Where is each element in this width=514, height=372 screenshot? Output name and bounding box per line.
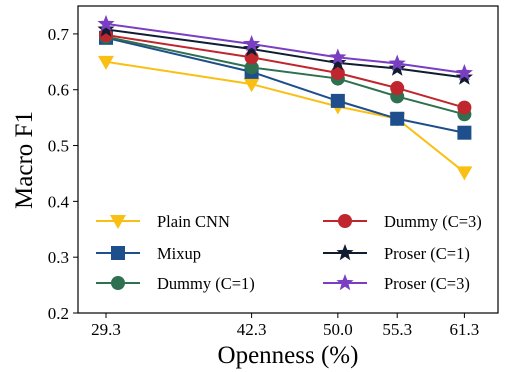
- data-point-plain-cnn: [456, 166, 473, 181]
- data-point-proser-c-1: [97, 20, 115, 37]
- series-group: [97, 14, 473, 181]
- data-point-proser-c-1: [243, 39, 261, 57]
- legend-label: Proser (C=1): [384, 244, 470, 263]
- y-tick-label: 0.3: [48, 248, 69, 267]
- y-tick-label: 0.2: [48, 304, 69, 323]
- data-point-proser-c-3: [388, 54, 406, 71]
- data-point-dummy-c-3: [390, 81, 405, 96]
- data-point-dummy-c-1: [244, 60, 259, 75]
- legend-marker: [338, 214, 352, 228]
- legend-label: Dummy (C=1): [157, 274, 255, 293]
- x-tick-label: 42.3: [237, 320, 267, 339]
- data-point-mixup: [457, 125, 472, 140]
- legend-label: Plain CNN: [157, 212, 230, 231]
- legend-label: Proser (C=3): [384, 274, 470, 293]
- y-tick-label: 0.6: [48, 81, 69, 100]
- data-point-dummy-c-3: [457, 100, 472, 115]
- data-point-proser-c-3: [243, 34, 261, 52]
- x-tick-label: 50.0: [323, 320, 353, 339]
- data-point-proser-c-3: [329, 48, 347, 65]
- data-point-proser-c-3: [97, 14, 115, 32]
- y-axis-title: Macro F1: [11, 111, 38, 209]
- x-axis-title: Openness (%): [218, 342, 359, 369]
- plot-frame: [77, 5, 499, 314]
- series-line-mixup: [105, 36, 465, 134]
- data-point-mixup: [330, 93, 345, 108]
- legend-marker: [336, 244, 354, 261]
- x-axis: 29.3 42.3 50.0 55.3 61.3: [91, 313, 479, 339]
- legend-marker: [110, 215, 126, 229]
- series-line-plain-cnn: [105, 60, 466, 174]
- data-point-plain-cnn: [243, 78, 260, 93]
- legend: Plain CNN Mixup Dummy (C=1) Dummy (C=3) Pros…: [96, 212, 482, 293]
- y-tick-label: 0.5: [48, 137, 69, 156]
- y-tick-label: 0.4: [48, 192, 70, 211]
- data-point-proser-c-3: [455, 63, 473, 81]
- legend-label: Mixup: [157, 244, 201, 263]
- x-tick-label: 55.3: [382, 320, 412, 339]
- y-tick-label: 0.7: [48, 25, 70, 44]
- legend-marker: [336, 274, 354, 291]
- data-point-proser-c-1: [329, 53, 347, 71]
- legend-label: Dummy (C=3): [384, 212, 482, 231]
- legend-marker: [111, 246, 125, 260]
- legend-marker: [111, 276, 125, 290]
- x-tick-label: 29.3: [91, 320, 121, 339]
- data-point-plain-cnn: [98, 55, 114, 70]
- data-point-proser-c-1: [388, 59, 406, 76]
- data-point-dummy-c-3: [330, 65, 345, 80]
- y-axis: 0.2 0.3 0.4 0.5 0.6 0.7: [48, 25, 78, 323]
- data-point-mixup: [390, 111, 405, 126]
- x-tick-label: 61.3: [450, 320, 480, 339]
